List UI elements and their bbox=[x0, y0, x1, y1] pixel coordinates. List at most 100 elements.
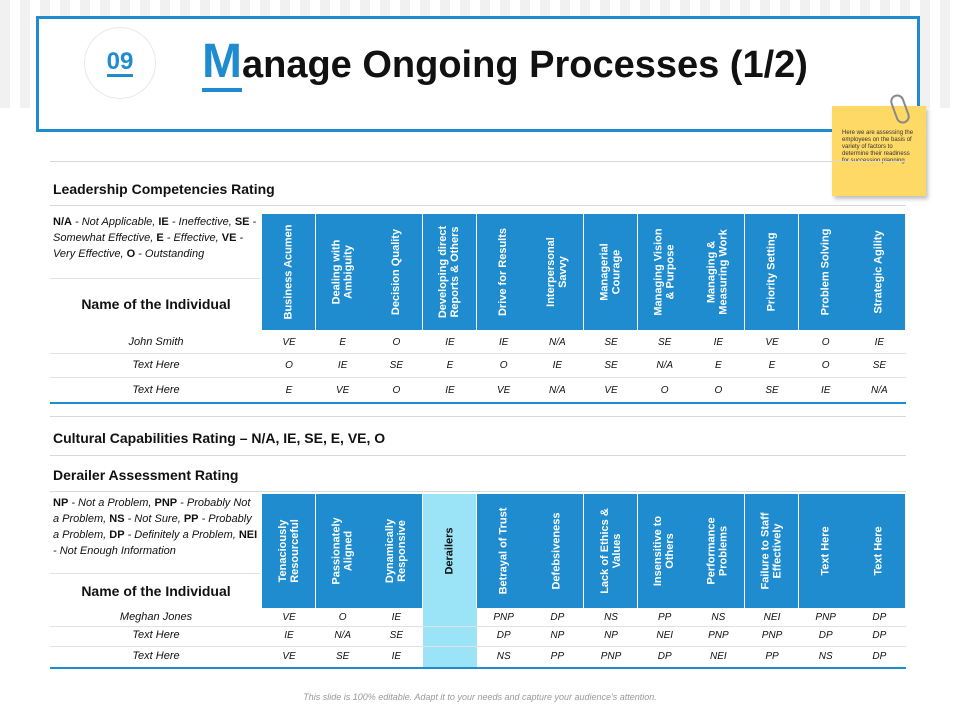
title-initial: M bbox=[202, 35, 242, 92]
divider bbox=[50, 161, 906, 162]
table-cell: PNP bbox=[600, 651, 622, 662]
column-header: Managing & Measuring Work bbox=[691, 214, 746, 330]
column-header: Dealing with Ambiguity bbox=[315, 214, 370, 330]
table-cell: E bbox=[446, 360, 454, 371]
column-header: Insensitive to Others bbox=[637, 494, 692, 608]
row-divider bbox=[50, 626, 906, 627]
column-header: Problem Solving bbox=[798, 214, 853, 330]
row-name: Text Here bbox=[132, 629, 180, 641]
table-cell: NEI bbox=[656, 630, 674, 641]
table-cell: PP bbox=[550, 651, 565, 662]
column-header-label: Text Here bbox=[819, 526, 832, 576]
table-cell: SE bbox=[604, 337, 618, 348]
table-cell: PNP bbox=[815, 612, 836, 623]
table-cell: DP bbox=[496, 630, 511, 641]
legend-code: DP bbox=[109, 529, 125, 541]
row-name: John Smith bbox=[128, 336, 184, 348]
table-cell: DP bbox=[872, 612, 887, 623]
table-bottom-border bbox=[50, 667, 906, 669]
table-cell: IE bbox=[284, 630, 294, 641]
column-header-label: Tenaciously Resourceful bbox=[276, 519, 301, 583]
table-cell: PP bbox=[765, 651, 779, 662]
table-cell: IE bbox=[552, 360, 563, 371]
legend-desc: - Definitely a Problem, bbox=[124, 529, 239, 541]
table-cell: NS bbox=[604, 612, 618, 623]
divider bbox=[50, 416, 906, 417]
table-cell: O bbox=[821, 337, 830, 348]
derailer-legend: NP - Not a Problem, PNP - Probably Not a… bbox=[53, 495, 259, 559]
column-header-label: Betrayal of Trust bbox=[497, 507, 510, 595]
legend-desc: - Not Enough Information bbox=[53, 545, 176, 557]
divider bbox=[50, 455, 906, 456]
table-cell: VE bbox=[497, 385, 511, 396]
legend-desc: - Outstanding bbox=[135, 248, 205, 260]
slide-number: 09 bbox=[106, 47, 134, 77]
column-header-label: Insensitive to Others bbox=[652, 515, 677, 587]
legend-desc: - Not a Problem, bbox=[68, 497, 155, 509]
table-cell: O bbox=[285, 360, 293, 371]
footer-note: This slide is 100% editable. Adapt it to… bbox=[303, 692, 657, 702]
column-header-label: Derailers bbox=[443, 527, 456, 575]
column-header: Failure to Staff Effectively bbox=[745, 494, 800, 608]
table-cell: IE bbox=[498, 337, 509, 348]
column-header: Dynamically Responsive bbox=[369, 494, 424, 608]
page-title: Manage Ongoing Processes (1/2) bbox=[202, 34, 808, 92]
table-cell: NP bbox=[550, 630, 565, 641]
leadership-name-header: Name of the Individual bbox=[81, 296, 231, 312]
table-cell: N/A bbox=[334, 630, 351, 641]
table-cell: E bbox=[339, 337, 346, 348]
legend-code: VE bbox=[221, 232, 237, 244]
table-cell: E bbox=[715, 360, 722, 371]
column-header: Betrayal of Trust bbox=[476, 494, 531, 608]
leadership-legend: N/A - Not Applicable, IE - Ineffective, … bbox=[53, 214, 259, 262]
column-header-label: Strategic Agility bbox=[872, 230, 885, 314]
legend-desc: - Not Applicable, bbox=[71, 216, 159, 228]
table-cell: NS bbox=[496, 651, 511, 662]
column-header: Derailers bbox=[423, 494, 477, 608]
table-cell: SE bbox=[389, 360, 403, 371]
leadership-title: Leadership Competencies Rating bbox=[53, 181, 275, 197]
header-frame bbox=[36, 16, 920, 132]
table-cell: SE bbox=[658, 337, 672, 348]
divider bbox=[50, 205, 906, 206]
table-cell: NEI bbox=[710, 651, 727, 662]
column-header-label: Passionately Aligned bbox=[330, 517, 355, 585]
table-cell: PNP bbox=[493, 612, 514, 623]
table-cell: DP bbox=[550, 612, 565, 623]
legend-desc: - Not Sure, bbox=[124, 513, 184, 525]
column-header: Managing Vision & Purpose bbox=[637, 214, 692, 330]
table-cell: PNP bbox=[761, 630, 783, 641]
table-cell: VE bbox=[335, 385, 350, 396]
column-header-label: Dynamically Responsive bbox=[383, 518, 408, 584]
divider bbox=[50, 491, 906, 492]
derailers-column-fill bbox=[423, 608, 477, 668]
table-cell: IE bbox=[445, 385, 455, 396]
column-header-label: Failure to Staff Effectively bbox=[759, 512, 784, 590]
legend-code: NP bbox=[53, 497, 69, 509]
table-cell: O bbox=[338, 612, 347, 623]
row-divider bbox=[50, 353, 906, 354]
legend-desc: - Ineffective, bbox=[168, 216, 235, 228]
row-name: Text Here bbox=[132, 650, 180, 662]
column-header: Priority Setting bbox=[745, 214, 800, 330]
table-cell: DP bbox=[872, 651, 887, 662]
column-header: Defebsiveness bbox=[530, 494, 585, 608]
legend-code: IE bbox=[158, 216, 169, 228]
column-header-label: Dealing with Ambiguity bbox=[330, 239, 355, 305]
table-cell: IE bbox=[445, 337, 455, 348]
column-header: Text Here bbox=[798, 494, 853, 608]
table-cell: O bbox=[392, 385, 401, 396]
table-cell: O bbox=[714, 385, 723, 396]
column-header-label: Business Acumen bbox=[282, 224, 295, 320]
column-header-label: Problem Solving bbox=[819, 228, 832, 316]
column-header-label: Decision Quality bbox=[389, 228, 402, 316]
table-cell: IE bbox=[391, 612, 402, 623]
row-name: Text Here bbox=[132, 384, 180, 396]
legend-code: E bbox=[156, 232, 164, 244]
table-cell: SE bbox=[604, 360, 618, 371]
column-header: Strategic Agility bbox=[852, 214, 907, 330]
legend-code: O bbox=[126, 248, 136, 260]
legend-code: NEI bbox=[238, 529, 258, 541]
column-header: Performance Problems bbox=[691, 494, 746, 608]
table-cell: VE bbox=[282, 337, 296, 348]
